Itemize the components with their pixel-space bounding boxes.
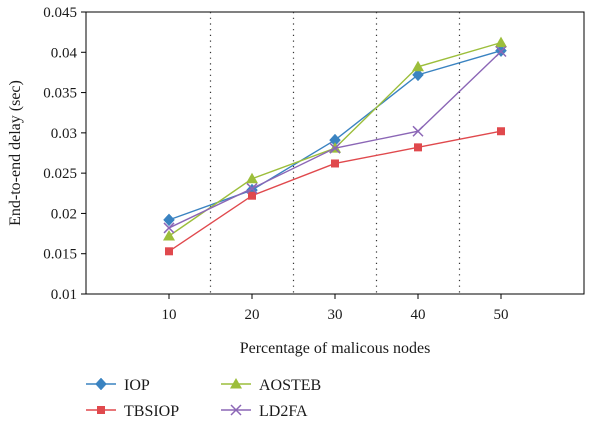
data-point-ld2fa xyxy=(163,222,175,234)
data-point-ld2fa xyxy=(246,182,258,194)
x-tick-label: 30 xyxy=(328,307,343,323)
legend-label: LD2FA xyxy=(259,403,308,420)
plot-frame xyxy=(85,11,585,295)
legend: IOP TBSIOP AOSTEB LD2FA xyxy=(86,377,321,420)
data-point-aosteb xyxy=(246,172,258,184)
separator-lines xyxy=(209,12,461,294)
legend-item-ld2fa: LD2FA xyxy=(221,403,308,420)
data-point-tbsiop xyxy=(331,159,339,168)
y-tick-label: 0.03 xyxy=(51,126,77,142)
data-point-ld2fa xyxy=(495,45,507,58)
series-layer xyxy=(163,36,507,256)
y-axis: 0.01 0.015 0.02 0.025 0.03 0.035 0.04 0.045 xyxy=(43,5,86,303)
data-point-tbsiop xyxy=(414,143,422,152)
data-point-aosteb xyxy=(412,60,424,72)
legend-marker-aosteb xyxy=(230,378,242,389)
legend-item-iop: IOP xyxy=(86,377,150,394)
x-tick-label: 10 xyxy=(162,307,177,323)
data-point-iop xyxy=(412,68,424,82)
data-point-ld2fa xyxy=(412,125,424,137)
data-point-tbsiop xyxy=(248,191,256,200)
legend-item-aosteb: AOSTEB xyxy=(221,377,321,394)
data-point-tbsiop xyxy=(497,127,505,136)
x-tick-label: 40 xyxy=(411,307,426,323)
y-tick-label: 0.01 xyxy=(51,287,77,303)
legend-marker-tbsiop xyxy=(97,406,105,414)
y-tick-label: 0.035 xyxy=(43,86,77,102)
y-tick-label: 0.02 xyxy=(51,206,77,222)
data-point-iop xyxy=(163,213,175,227)
y-tick-label: 0.045 xyxy=(43,5,77,21)
legend-label: IOP xyxy=(124,377,150,394)
y-tick-label: 0.025 xyxy=(43,166,77,182)
legend-marker-ld2fa xyxy=(230,404,242,416)
data-point-aosteb xyxy=(495,36,507,48)
legend-label: TBSIOP xyxy=(124,403,179,420)
data-point-ld2fa xyxy=(329,142,341,154)
data-point-tbsiop xyxy=(165,247,173,256)
data-point-aosteb xyxy=(163,229,175,241)
legend-marker-iop xyxy=(95,377,107,391)
y-tick-label: 0.04 xyxy=(51,45,78,61)
x-tick-label: 50 xyxy=(494,307,509,323)
y-axis-title: End-to-end delay (sec) xyxy=(7,80,24,226)
legend-label: AOSTEB xyxy=(259,377,321,394)
x-axis-title: Percentage of malicous nodes xyxy=(240,340,431,357)
x-tick-label: 20 xyxy=(245,307,260,323)
legend-item-tbsiop: TBSIOP xyxy=(86,403,179,420)
x-axis: 10 20 30 40 50 xyxy=(162,294,509,323)
y-tick-label: 0.015 xyxy=(43,247,77,263)
